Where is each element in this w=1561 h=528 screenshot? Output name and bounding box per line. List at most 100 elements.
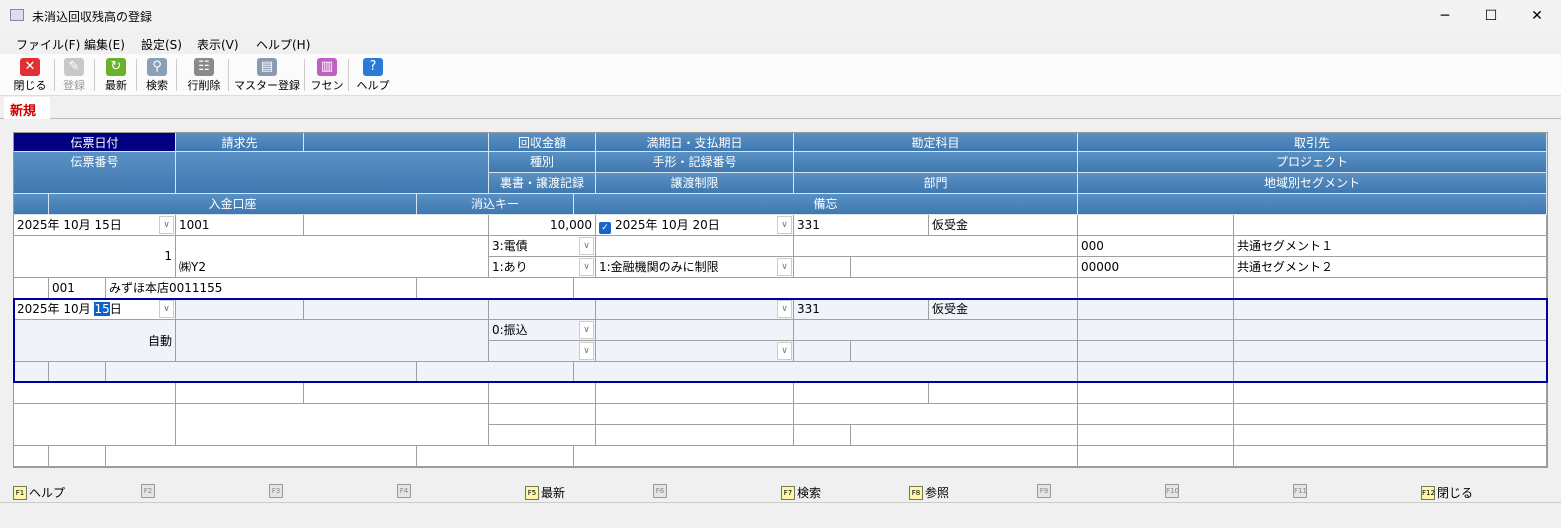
checkbox-icon[interactable]: ✓ [599, 222, 611, 234]
partner-code-field[interactable] [1078, 383, 1234, 404]
blank-cell [1078, 446, 1234, 467]
account-code-field[interactable] [794, 383, 929, 404]
kind-select[interactable] [489, 404, 596, 425]
billing-code-field[interactable] [176, 383, 304, 404]
due-date-field[interactable]: ✓ 2025年 10月 20日 ∨ [596, 215, 794, 236]
project-code-field[interactable] [1078, 320, 1234, 341]
menu-1[interactable]: 編集(E) [84, 38, 125, 52]
cell-text: 譲渡制限 [670, 176, 719, 190]
fkey-f4-button: F4 [397, 484, 413, 498]
bank-code-field[interactable] [49, 362, 106, 383]
fkey-badge: F8 [909, 485, 923, 500]
amount-field[interactable] [489, 383, 596, 404]
segment-code-field[interactable]: 00000 [1078, 257, 1234, 278]
fkey-f7-button[interactable]: F7 検索 [781, 484, 821, 501]
toolbar-delete-row-button[interactable]: ☷ 行削除 [182, 56, 226, 94]
toolbar-master-button[interactable]: ▤ マスター登録 [232, 56, 302, 94]
cell-text: 自動 [147, 334, 172, 348]
bank-code-field[interactable]: 001 [49, 278, 106, 299]
tab-new[interactable]: 新規 [4, 97, 50, 119]
endorse-select[interactable]: 1:あり ∨ [489, 257, 596, 278]
toolbar-sticky-note-button[interactable]: ▥ フセン [308, 56, 346, 94]
chevron-down-icon[interactable]: ∨ [159, 216, 174, 234]
chevron-down-icon[interactable]: ∨ [579, 237, 594, 255]
chevron-down-icon[interactable]: ∨ [777, 258, 792, 276]
menu-2[interactable]: 設定(S) [141, 38, 182, 52]
fkey-f5-button[interactable]: F5 最新 [525, 484, 565, 501]
amount-field[interactable]: 10,000 [489, 215, 596, 236]
fkey-badge: F7 [781, 485, 795, 500]
amount-field[interactable] [489, 299, 596, 320]
toolbar-help-button[interactable]: ? ヘルプ [354, 56, 392, 94]
segment-name-cell: 共通セグメント２ [1234, 257, 1547, 278]
billing-code-field[interactable]: 1001 [176, 215, 304, 236]
billing-code-field[interactable] [176, 299, 304, 320]
memo-field[interactable] [574, 278, 1078, 299]
maximize-button[interactable]: ☐ [1484, 8, 1498, 24]
fkey-f1-button[interactable]: F1 ヘルプ [13, 484, 65, 501]
toolbar-close-button[interactable]: ✕ 閉じる [8, 56, 52, 94]
close-window-button[interactable]: ✕ [1531, 8, 1543, 24]
fkey-f10-button: F10 [1165, 484, 1181, 498]
slip-no-cell: 自動 [14, 320, 176, 362]
transfer-select[interactable] [596, 425, 794, 446]
header-slip-no[interactable]: 伝票番号 [14, 152, 176, 194]
clearing-key-field[interactable] [417, 446, 574, 467]
project-code-field[interactable]: 000 [1078, 236, 1234, 257]
chevron-down-icon[interactable]: ∨ [159, 300, 174, 318]
kind-select[interactable]: 0:振込 ∨ [489, 320, 596, 341]
note-no-field[interactable] [596, 320, 794, 341]
note-no-field[interactable] [596, 404, 794, 425]
menu-3[interactable]: 表示(V) [197, 38, 239, 52]
clearing-key-field[interactable] [417, 278, 574, 299]
delete-row-icon: ☷ [194, 58, 214, 76]
clearing-key-field[interactable] [417, 362, 574, 383]
bank-code-field[interactable] [49, 446, 106, 467]
memo-field[interactable] [574, 362, 1078, 383]
fkey-f8-button[interactable]: F8 参照 [909, 484, 949, 501]
cell-text: 1001 [179, 218, 210, 232]
menu-0[interactable]: ファイル(F) [16, 38, 81, 52]
endorse-select[interactable] [489, 425, 596, 446]
date-day-selected[interactable]: 15 [94, 302, 110, 316]
cell-text: 2025年 10月 20日 [615, 218, 720, 232]
due-date-field[interactable]: ∨ [596, 299, 794, 320]
fkey-f12-button[interactable]: F12 閉じる [1421, 484, 1473, 501]
date-field[interactable]: 2025年 10月 15日 ∨ [14, 215, 176, 236]
transfer-select[interactable]: ∨ [596, 341, 794, 362]
dept-code-field[interactable] [794, 341, 851, 362]
segment-code-field[interactable] [1078, 341, 1234, 362]
segment-code-field[interactable] [1078, 425, 1234, 446]
cell-text: 001 [52, 281, 75, 295]
account-code-field[interactable]: 331 [794, 215, 929, 236]
transfer-select[interactable]: 1:金融機関のみに制限 ∨ [596, 257, 794, 278]
chevron-down-icon[interactable]: ∨ [579, 258, 594, 276]
note-no-field[interactable] [596, 236, 794, 257]
project-code-field[interactable] [1078, 404, 1234, 425]
kind-select[interactable]: 3:電債 ∨ [489, 236, 596, 257]
blank-cell [1234, 362, 1547, 383]
due-date-field[interactable] [596, 383, 794, 404]
endorse-select[interactable]: ∨ [489, 341, 596, 362]
toolbar-refresh-button[interactable]: ↻ 最新 [98, 56, 134, 94]
minimize-button[interactable]: ─ [1440, 8, 1450, 24]
fkey-badge: F1 [13, 485, 27, 500]
dept-name-cell [851, 257, 1078, 278]
chevron-down-icon[interactable]: ∨ [579, 321, 594, 339]
header-segment: 地域別セグメント [1078, 173, 1547, 194]
date-field[interactable]: 2025年 10月 15日 ∨ [14, 299, 176, 320]
chevron-down-icon[interactable]: ∨ [579, 342, 594, 360]
cell-text: みずほ本店0011155 [109, 281, 223, 295]
memo-field[interactable] [574, 446, 1078, 467]
dept-code-field[interactable] [794, 425, 851, 446]
dept-code-field[interactable] [794, 257, 851, 278]
date-field[interactable] [14, 383, 176, 404]
partner-code-field[interactable] [1078, 299, 1234, 320]
partner-code-field[interactable] [1078, 215, 1234, 236]
chevron-down-icon[interactable]: ∨ [777, 342, 792, 360]
chevron-down-icon[interactable]: ∨ [777, 216, 792, 234]
chevron-down-icon[interactable]: ∨ [777, 300, 792, 318]
account-code-field[interactable]: 331 [794, 299, 929, 320]
menu-4[interactable]: ヘルプ(H) [256, 38, 311, 52]
toolbar-search-button[interactable]: ⚲ 検索 [140, 56, 174, 94]
